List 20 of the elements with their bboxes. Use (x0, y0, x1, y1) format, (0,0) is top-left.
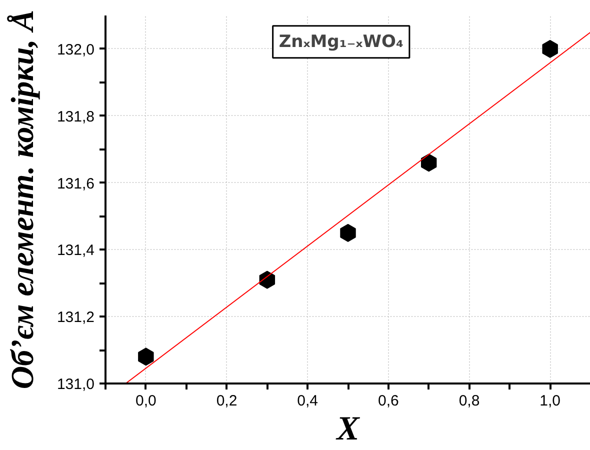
y-tick-label: 132,0 (56, 41, 95, 58)
x-tick-label: 1,0 (540, 392, 561, 410)
annotation: ZnₓMg₁₋ₓWO₄ (278, 32, 404, 52)
x-axis-title: X (336, 410, 361, 448)
y-tick-label: 131,2 (56, 309, 95, 326)
x-tick-label: 0,2 (216, 392, 238, 410)
point (259, 270, 276, 289)
point (420, 154, 437, 172)
x-tick-label: 0,8 (458, 392, 480, 410)
y-tick-label: 131,6 (56, 175, 95, 192)
y-tick-label: 131,8 (56, 108, 95, 126)
point (340, 224, 356, 242)
x-tick-label: 0,0 (135, 392, 156, 410)
point (138, 348, 154, 366)
x-tick-label: 0,6 (378, 392, 399, 410)
point (542, 40, 558, 58)
y-tick-label: 131,0 (56, 376, 95, 393)
x-tick-label: 0,4 (297, 392, 318, 410)
y-axis-title: Об’єм елемент. комірки, Å (4, 10, 40, 390)
y-tick-label: 131,4 (56, 242, 95, 260)
